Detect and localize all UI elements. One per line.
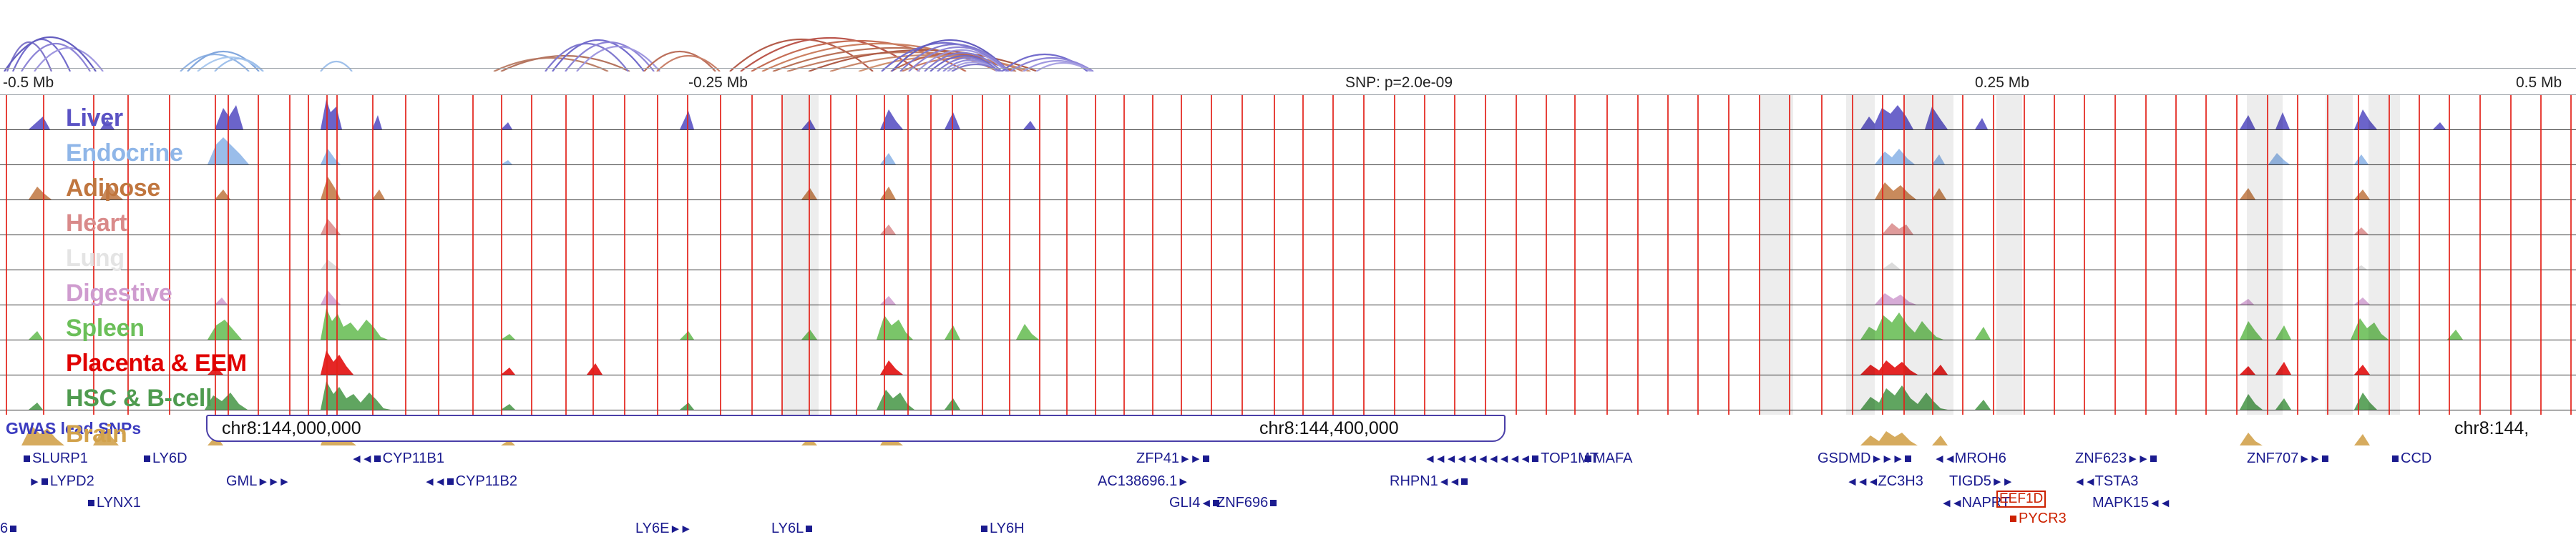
gene-eef1d[interactable]: EEF1D [1996, 491, 2046, 508]
gene-mroh6[interactable]: ◄◄MROH6 [1933, 450, 2006, 466]
track-digestive[interactable]: Digestive [0, 270, 2576, 307]
track-label-hsc-bcell: HSC & B-cell [66, 385, 213, 412]
gwas-lead-snp-row[interactable]: GWAS lead SNPs chr8:144,000,000 chr8:144… [0, 415, 2576, 448]
gene-mapk15[interactable]: MAPK15◄◄ [2092, 495, 2172, 511]
ruler-tick-right: 0.5 Mb [2516, 74, 2562, 91]
track-label-digestive: Digestive [66, 280, 172, 307]
track-label-spleen: Spleen [66, 315, 145, 342]
gene-top1mt[interactable]: ◄◄◄◄◄◄◄◄◄◄ TOP1MT [1424, 450, 1599, 466]
ruler-tick-left: -0.5 Mb [3, 74, 54, 91]
gene-tigd5[interactable]: TIGD5►► [1949, 473, 2014, 489]
coordinate-end-label: chr8:144, [2454, 418, 2529, 438]
gene-znf707[interactable]: ZNF707►► [2247, 450, 2331, 467]
ruler-tick-quarter-right: 0.25 Mb [1975, 74, 2029, 91]
track-signal-hsc-bcell [0, 375, 2576, 410]
track-signal-heart [0, 200, 2576, 235]
track-endocrine[interactable]: Endocrine [0, 130, 2576, 167]
track-liver[interactable]: Liver [0, 95, 2576, 132]
track-label-liver: Liver [66, 104, 123, 132]
gene-znf696[interactable]: ZNF696 [1216, 495, 1279, 511]
gene-gli4[interactable]: GLI4◄ [1169, 495, 1221, 511]
track-label-brain: Brain [66, 420, 127, 448]
track-placenta-eem[interactable]: Placenta & EEM [0, 340, 2576, 377]
track-label-placenta-eem: Placenta & EEM [66, 350, 247, 377]
gene-cyp11b1[interactable]: ◄◄ CYP11B1 [351, 450, 445, 466]
track-signal-digestive [0, 270, 2576, 305]
track-adipose[interactable]: Adipose [0, 165, 2576, 202]
gene-tsta3[interactable]: ◄◄TSTA3 [2074, 473, 2139, 489]
track-signal-spleen [0, 305, 2576, 340]
track-signal-liver [0, 95, 2576, 129]
track-label-heart: Heart [66, 210, 127, 237]
track-signal-lung [0, 235, 2576, 270]
coordinate-mid-label: chr8:144,400,000 [1259, 418, 1399, 438]
gene-rhpn1[interactable]: RHPN1◄◄ [1390, 473, 1470, 490]
track-label-endocrine: Endocrine [66, 139, 183, 167]
gene-ly6h[interactable]: LY6H [979, 521, 1025, 537]
gene-ly6-partial[interactable]: 6 [0, 521, 19, 537]
gene-mafa[interactable]: MAFA [1583, 450, 1632, 467]
track-spleen[interactable]: Spleen [0, 305, 2576, 342]
gene-lynx1[interactable]: LYNX1 [86, 495, 141, 511]
track-label-adipose: Adipose [66, 174, 161, 202]
track-heart[interactable]: Heart [0, 200, 2576, 237]
track-lung[interactable]: Lung [0, 235, 2576, 272]
track-brain[interactable]: Brain [0, 410, 2576, 448]
gene-ccd[interactable]: CCD [2390, 450, 2431, 467]
gene-znf623[interactable]: ZNF623►► [2075, 450, 2159, 467]
gene-ac138696[interactable]: AC138696.1► [1098, 473, 1189, 489]
interaction-arc-panel [0, 0, 2576, 75]
track-signal-adipose [0, 165, 2576, 199]
gene-ly6d[interactable]: LY6D [142, 450, 187, 467]
gene-cyp11b2[interactable]: ◄◄ CYP11B2 [424, 473, 518, 489]
gene-annotation-panel: SLURP1 LY6D ◄◄ CYP11B1 ZFP41►► ◄◄◄◄◄◄◄◄◄◄… [0, 446, 2576, 536]
gene-ly6e[interactable]: LY6E►► [635, 521, 692, 536]
track-signal-endocrine [0, 130, 2576, 164]
track-hsc-bcell[interactable]: HSC & B-cell [0, 375, 2576, 412]
coordinate-ruler[interactable]: -0.5 Mb -0.25 Mb SNP: p=2.0e-09 0.25 Mb … [0, 68, 2576, 95]
track-signal-placenta-eem [0, 340, 2576, 375]
gene-lypd2[interactable]: ► LYPD2 [29, 473, 94, 489]
gene-pycr3[interactable]: PYCR3 [2008, 511, 2067, 527]
gene-gsdmd[interactable]: GSDMD►►► [1818, 450, 1913, 467]
ruler-tick-quarter-left: -0.25 Mb [688, 74, 748, 91]
arc-svg [4, 36, 1094, 72]
coordinate-start-label: chr8:144,000,000 [222, 418, 361, 438]
signal-track-stack: Liver Endocrine Adipose Heart Lung [0, 95, 2576, 448]
gene-gml[interactable]: GML►►► [226, 473, 291, 489]
coordinate-selection-box[interactable] [206, 415, 1506, 442]
track-label-lung: Lung [66, 245, 125, 272]
gene-slurp1[interactable]: SLURP1 [21, 450, 88, 467]
gene-zfp41[interactable]: ZFP41►► [1136, 450, 1211, 467]
gwas-track-label: GWAS lead SNPs [6, 419, 142, 438]
gene-zc3h3[interactable]: ◄◄◄ZC3H3 [1846, 473, 1923, 489]
snp-annotation: SNP: p=2.0e-09 [1345, 74, 1453, 91]
gene-ly6l[interactable]: LY6L [771, 521, 814, 537]
